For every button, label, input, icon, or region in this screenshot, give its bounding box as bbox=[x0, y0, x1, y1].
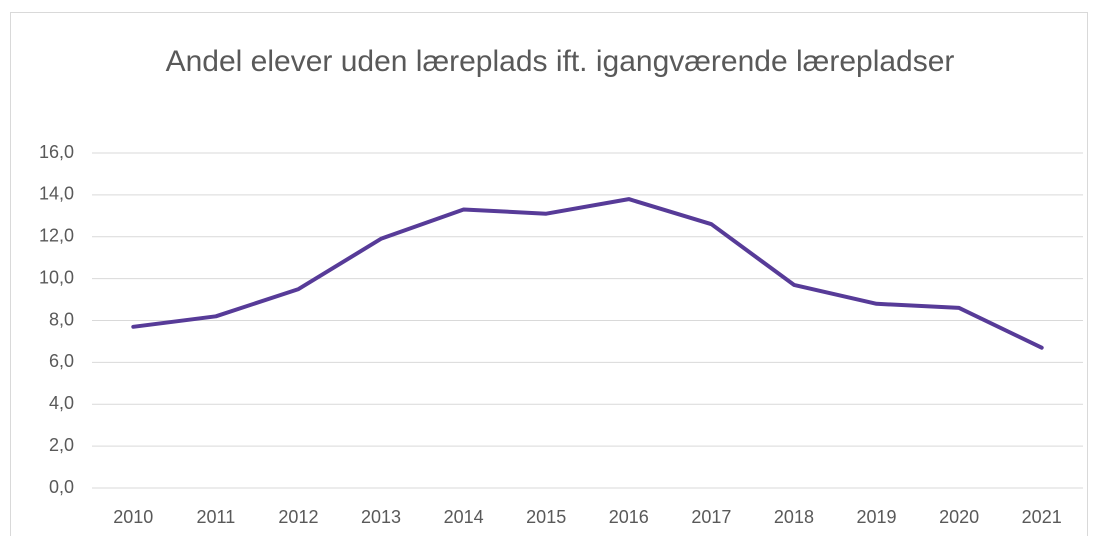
y-tick-label: 6,0 bbox=[49, 351, 74, 371]
y-tick-label: 8,0 bbox=[49, 309, 74, 329]
x-tick-label: 2014 bbox=[444, 507, 484, 527]
x-tick-label: 2010 bbox=[113, 507, 153, 527]
y-tick-label: 4,0 bbox=[49, 393, 74, 413]
y-tick-label: 10,0 bbox=[39, 267, 74, 287]
y-tick-label: 2,0 bbox=[49, 435, 74, 455]
x-tick-label: 2017 bbox=[691, 507, 731, 527]
x-tick-label: 2018 bbox=[774, 507, 814, 527]
x-tick-label: 2021 bbox=[1022, 507, 1062, 527]
y-tick-label: 12,0 bbox=[39, 226, 74, 246]
y-tick-label: 0,0 bbox=[49, 477, 74, 497]
x-tick-label: 2020 bbox=[939, 507, 979, 527]
x-tick-label: 2019 bbox=[857, 507, 897, 527]
x-tick-label: 2013 bbox=[361, 507, 401, 527]
x-tick-label: 2012 bbox=[278, 507, 318, 527]
data-line bbox=[131, 197, 1044, 350]
x-tick-label: 2016 bbox=[609, 507, 649, 527]
chart-border bbox=[10, 12, 1088, 536]
y-tick-label: 14,0 bbox=[39, 184, 74, 204]
chart-title: Andel elever uden læreplads ift. igangvæ… bbox=[165, 45, 955, 78]
x-tick-label: 2015 bbox=[526, 507, 566, 527]
y-tick-label: 16,0 bbox=[39, 142, 74, 162]
x-tick-label: 2011 bbox=[197, 507, 236, 527]
